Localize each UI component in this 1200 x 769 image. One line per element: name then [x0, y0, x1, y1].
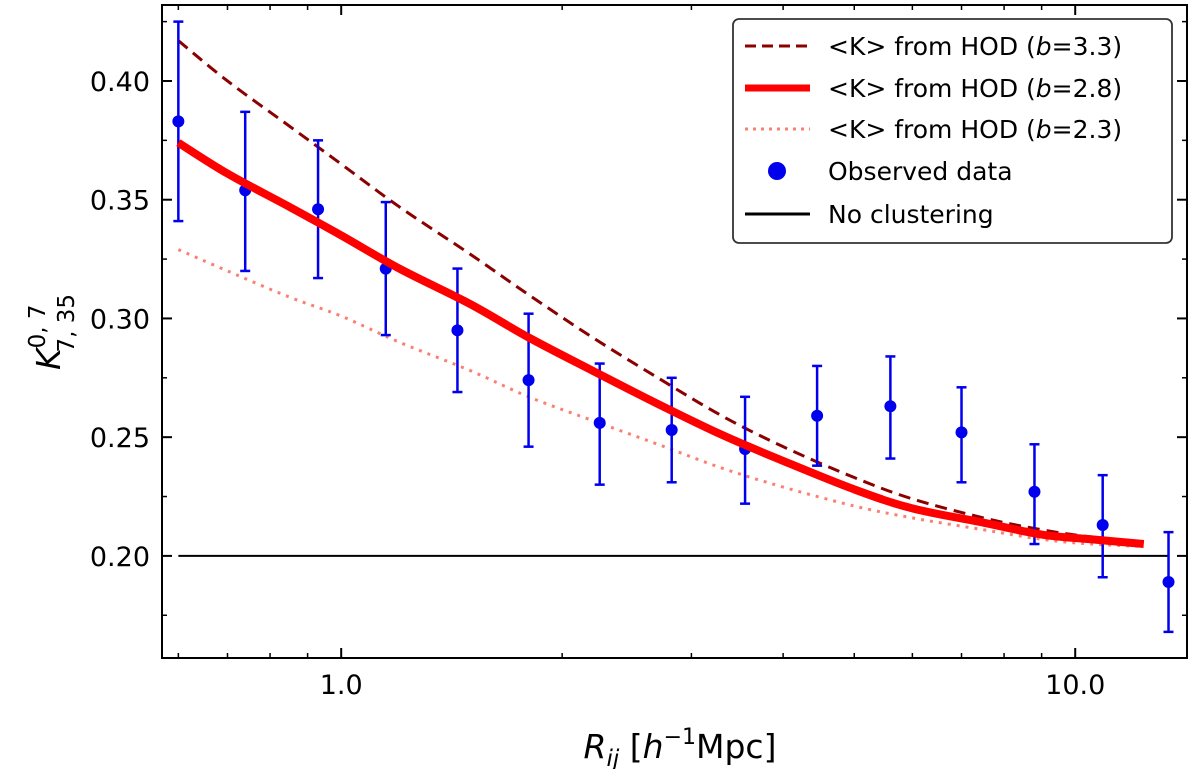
legend-label-observed: Observed data — [828, 157, 1013, 186]
y-tick-label: 0.30 — [90, 304, 150, 335]
x-axis-label-main: R — [584, 727, 607, 766]
legend-label-hod-b23-b: b — [1036, 115, 1052, 144]
observed-point — [522, 374, 535, 387]
legend-label-hod-b33-b: b — [1036, 32, 1052, 61]
x-tick-label: 1.0 — [320, 670, 363, 701]
observed-point — [665, 424, 678, 437]
observed-point — [593, 416, 606, 429]
legend-label-hod-b33-suffix: =3.3) — [1052, 32, 1122, 61]
observed-point — [955, 426, 968, 439]
legend-swatch-observed — [768, 162, 786, 180]
observed-point — [1162, 576, 1175, 589]
observed-point — [811, 409, 824, 422]
legend-label-hod-b28: <K> from HOD (b=2.8) — [828, 74, 1122, 103]
legend-label-hod-b33: <K> from HOD (b=3.3) — [828, 32, 1122, 61]
observed-point — [1028, 485, 1041, 498]
axis-ticks: 0.20 0.25 0.30 0.35 0.40 1.0 10.0 — [90, 5, 1187, 701]
legend-label-hod-b28-prefix: <K> from HOD ( — [828, 74, 1036, 103]
x-axis-label: Rij [h−1Mpc] — [584, 725, 777, 769]
observed-point — [172, 115, 185, 128]
legend-frame — [732, 18, 1173, 244]
axes-frame — [161, 4, 1188, 659]
x-axis-label-sup: −1 — [664, 725, 696, 750]
y-tick-label: 0.25 — [90, 423, 150, 454]
y-axis-label-sub: 7, 35 — [54, 294, 80, 353]
legend: <K> from HOD (b=3.3) <K> from HOD (b=2.8… — [732, 18, 1173, 244]
x-axis-label-sub: ij — [606, 746, 619, 769]
x-axis-label-h: h — [643, 727, 664, 766]
legend-label-hod-b23-prefix: <K> from HOD ( — [828, 115, 1036, 144]
y-axis-label-sup: 0, 7 — [25, 305, 51, 349]
observed-point — [884, 400, 897, 413]
legend-label-hod-b33-prefix: <K> from HOD ( — [828, 32, 1036, 61]
series-line-hod-b28 — [176, 139, 1145, 549]
observed-point — [1096, 519, 1109, 532]
y-tick-label: 0.35 — [90, 186, 150, 217]
legend-label-hod-b23: <K> from HOD (b=2.3) — [828, 115, 1122, 144]
series-line-hod-b33 — [177, 39, 1144, 544]
y-tick-label: 0.40 — [90, 67, 150, 98]
plot-area — [172, 20, 1175, 634]
x-axis-label-bracket: [ — [619, 727, 642, 766]
x-tick-label: 10.0 — [1045, 670, 1105, 701]
legend-label-no-clustering: No clustering — [828, 200, 994, 229]
y-axis-label: K0, 7 7, 35 — [25, 294, 80, 370]
x-axis-label-unit: Mpc] — [696, 727, 776, 766]
observed-point — [312, 203, 325, 216]
y-axis-label-main: K — [29, 346, 68, 370]
observed-point — [451, 324, 464, 337]
legend-label-hod-b28-suffix: =2.8) — [1052, 74, 1122, 103]
legend-label-hod-b23-suffix: =2.3) — [1052, 115, 1122, 144]
y-tick-label: 0.20 — [90, 542, 150, 573]
legend-label-hod-b28-b: b — [1036, 74, 1052, 103]
